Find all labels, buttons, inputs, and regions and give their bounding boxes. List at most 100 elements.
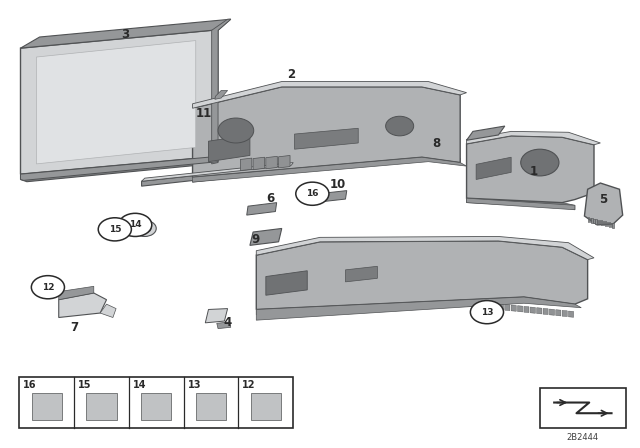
Polygon shape [479,302,484,308]
Circle shape [138,224,151,233]
Text: 2: 2 [287,69,296,82]
Text: 8: 8 [432,138,440,151]
Text: 9: 9 [251,233,259,246]
Text: 6: 6 [266,192,275,205]
Polygon shape [607,222,608,226]
Circle shape [386,116,413,136]
Polygon shape [251,393,281,420]
Polygon shape [20,19,231,48]
Polygon shape [499,304,504,310]
Polygon shape [100,304,116,318]
Polygon shape [20,156,218,182]
Bar [19,377,293,428]
Text: 12: 12 [243,380,256,390]
Polygon shape [467,126,505,140]
Text: 14: 14 [129,220,141,229]
Polygon shape [141,163,293,181]
Polygon shape [193,82,467,108]
Polygon shape [246,202,276,215]
Polygon shape [36,41,196,164]
Polygon shape [524,306,529,313]
Text: 3: 3 [122,28,130,41]
Circle shape [296,182,329,205]
Polygon shape [601,220,602,225]
Polygon shape [531,307,536,313]
Polygon shape [256,292,575,315]
Polygon shape [141,165,291,186]
Polygon shape [467,131,600,145]
Polygon shape [20,156,218,181]
Polygon shape [597,220,598,224]
Text: 5: 5 [600,193,608,206]
Polygon shape [584,183,623,225]
Polygon shape [209,135,250,162]
Text: 15: 15 [78,380,92,390]
Polygon shape [20,30,218,174]
Polygon shape [278,155,290,168]
Polygon shape [253,157,264,170]
Text: 13: 13 [481,308,493,317]
Circle shape [99,218,131,241]
Circle shape [133,220,156,237]
Text: 11: 11 [196,107,212,120]
Polygon shape [467,198,575,210]
Polygon shape [215,90,228,99]
Polygon shape [294,128,358,149]
Polygon shape [611,223,612,227]
Circle shape [118,213,152,237]
Polygon shape [595,219,596,224]
Polygon shape [591,218,593,223]
Polygon shape [467,198,575,210]
Text: 2B2444: 2B2444 [567,433,599,442]
Polygon shape [205,309,228,323]
Polygon shape [612,223,614,228]
Polygon shape [518,306,523,312]
Text: 10: 10 [330,178,346,191]
Polygon shape [241,158,252,171]
Polygon shape [460,300,465,306]
Polygon shape [588,217,589,222]
Text: 7: 7 [70,321,79,334]
Polygon shape [556,310,561,316]
Polygon shape [609,222,610,227]
Polygon shape [486,302,491,309]
Text: 4: 4 [223,316,232,329]
Polygon shape [476,157,511,180]
Polygon shape [346,266,378,282]
Polygon shape [256,237,594,260]
Circle shape [521,149,559,176]
Polygon shape [193,153,460,182]
Polygon shape [568,311,573,317]
Text: 13: 13 [188,380,201,390]
Polygon shape [59,286,94,300]
Circle shape [218,118,253,143]
Polygon shape [256,297,581,320]
Bar [540,388,626,428]
Polygon shape [256,241,588,310]
Polygon shape [196,393,226,420]
Polygon shape [193,87,460,177]
Text: 12: 12 [42,283,54,292]
Polygon shape [562,310,567,317]
Polygon shape [250,228,282,246]
Text: 16: 16 [306,189,319,198]
Polygon shape [467,136,594,202]
Circle shape [470,301,504,324]
Polygon shape [59,293,106,318]
Polygon shape [266,156,277,169]
Polygon shape [121,223,138,235]
Polygon shape [31,393,61,420]
Polygon shape [492,303,497,309]
Polygon shape [603,221,604,225]
Polygon shape [537,308,541,314]
Polygon shape [505,304,510,310]
Text: 16: 16 [23,380,36,390]
Polygon shape [314,190,347,202]
Polygon shape [217,322,231,329]
Text: 1: 1 [529,165,538,178]
Polygon shape [86,393,116,420]
Polygon shape [549,309,554,315]
Polygon shape [212,19,231,164]
Polygon shape [511,305,516,311]
Polygon shape [473,301,478,307]
